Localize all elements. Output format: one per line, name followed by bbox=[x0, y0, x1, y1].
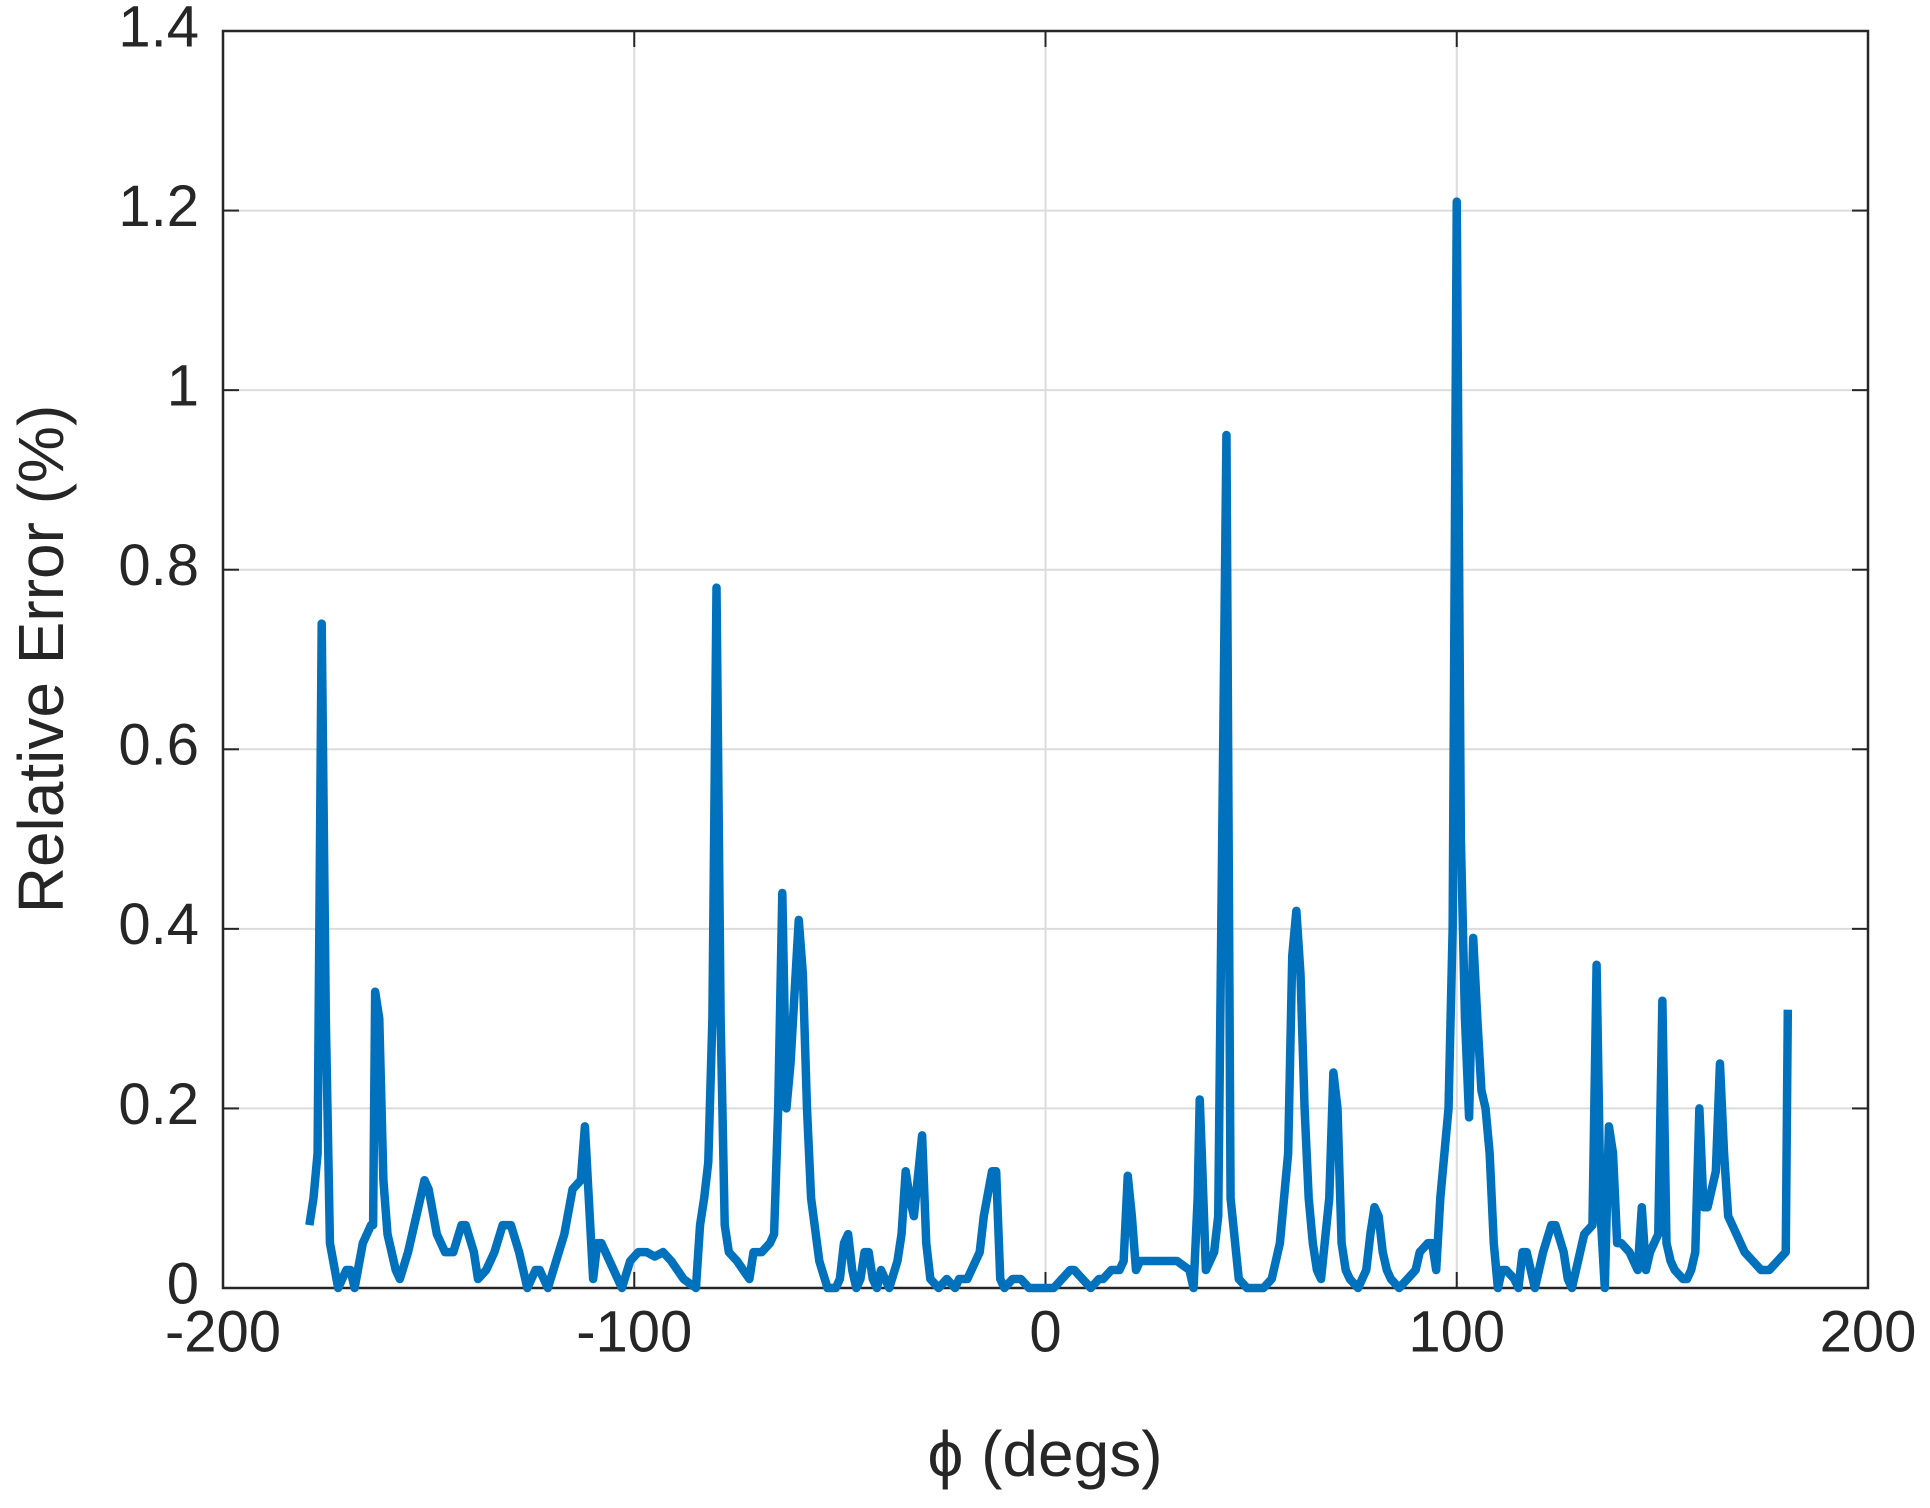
y-tick-label: 0.2 bbox=[118, 1072, 199, 1137]
x-tick-label: 100 bbox=[1408, 1299, 1505, 1364]
y-tick-label: 1.2 bbox=[118, 174, 199, 239]
x-tick-label: 200 bbox=[1820, 1299, 1917, 1364]
y-tick-label: 0 bbox=[167, 1251, 199, 1316]
x-tick-label: 0 bbox=[1029, 1299, 1061, 1364]
y-tick-label: 1 bbox=[167, 353, 199, 418]
x-tick-label: -100 bbox=[576, 1299, 692, 1364]
x-tick-label: -200 bbox=[165, 1299, 281, 1364]
y-tick-label: 0.4 bbox=[118, 892, 199, 957]
x-axis-label: ϕ (degs) bbox=[927, 1418, 1162, 1490]
y-tick-label: 0.8 bbox=[118, 533, 199, 598]
y-tick-label: 1.4 bbox=[118, 0, 199, 59]
y-axis-label: Relative Error (%) bbox=[5, 405, 77, 914]
data-line bbox=[305, 197, 1793, 1293]
y-tick-label: 0.6 bbox=[118, 713, 199, 778]
